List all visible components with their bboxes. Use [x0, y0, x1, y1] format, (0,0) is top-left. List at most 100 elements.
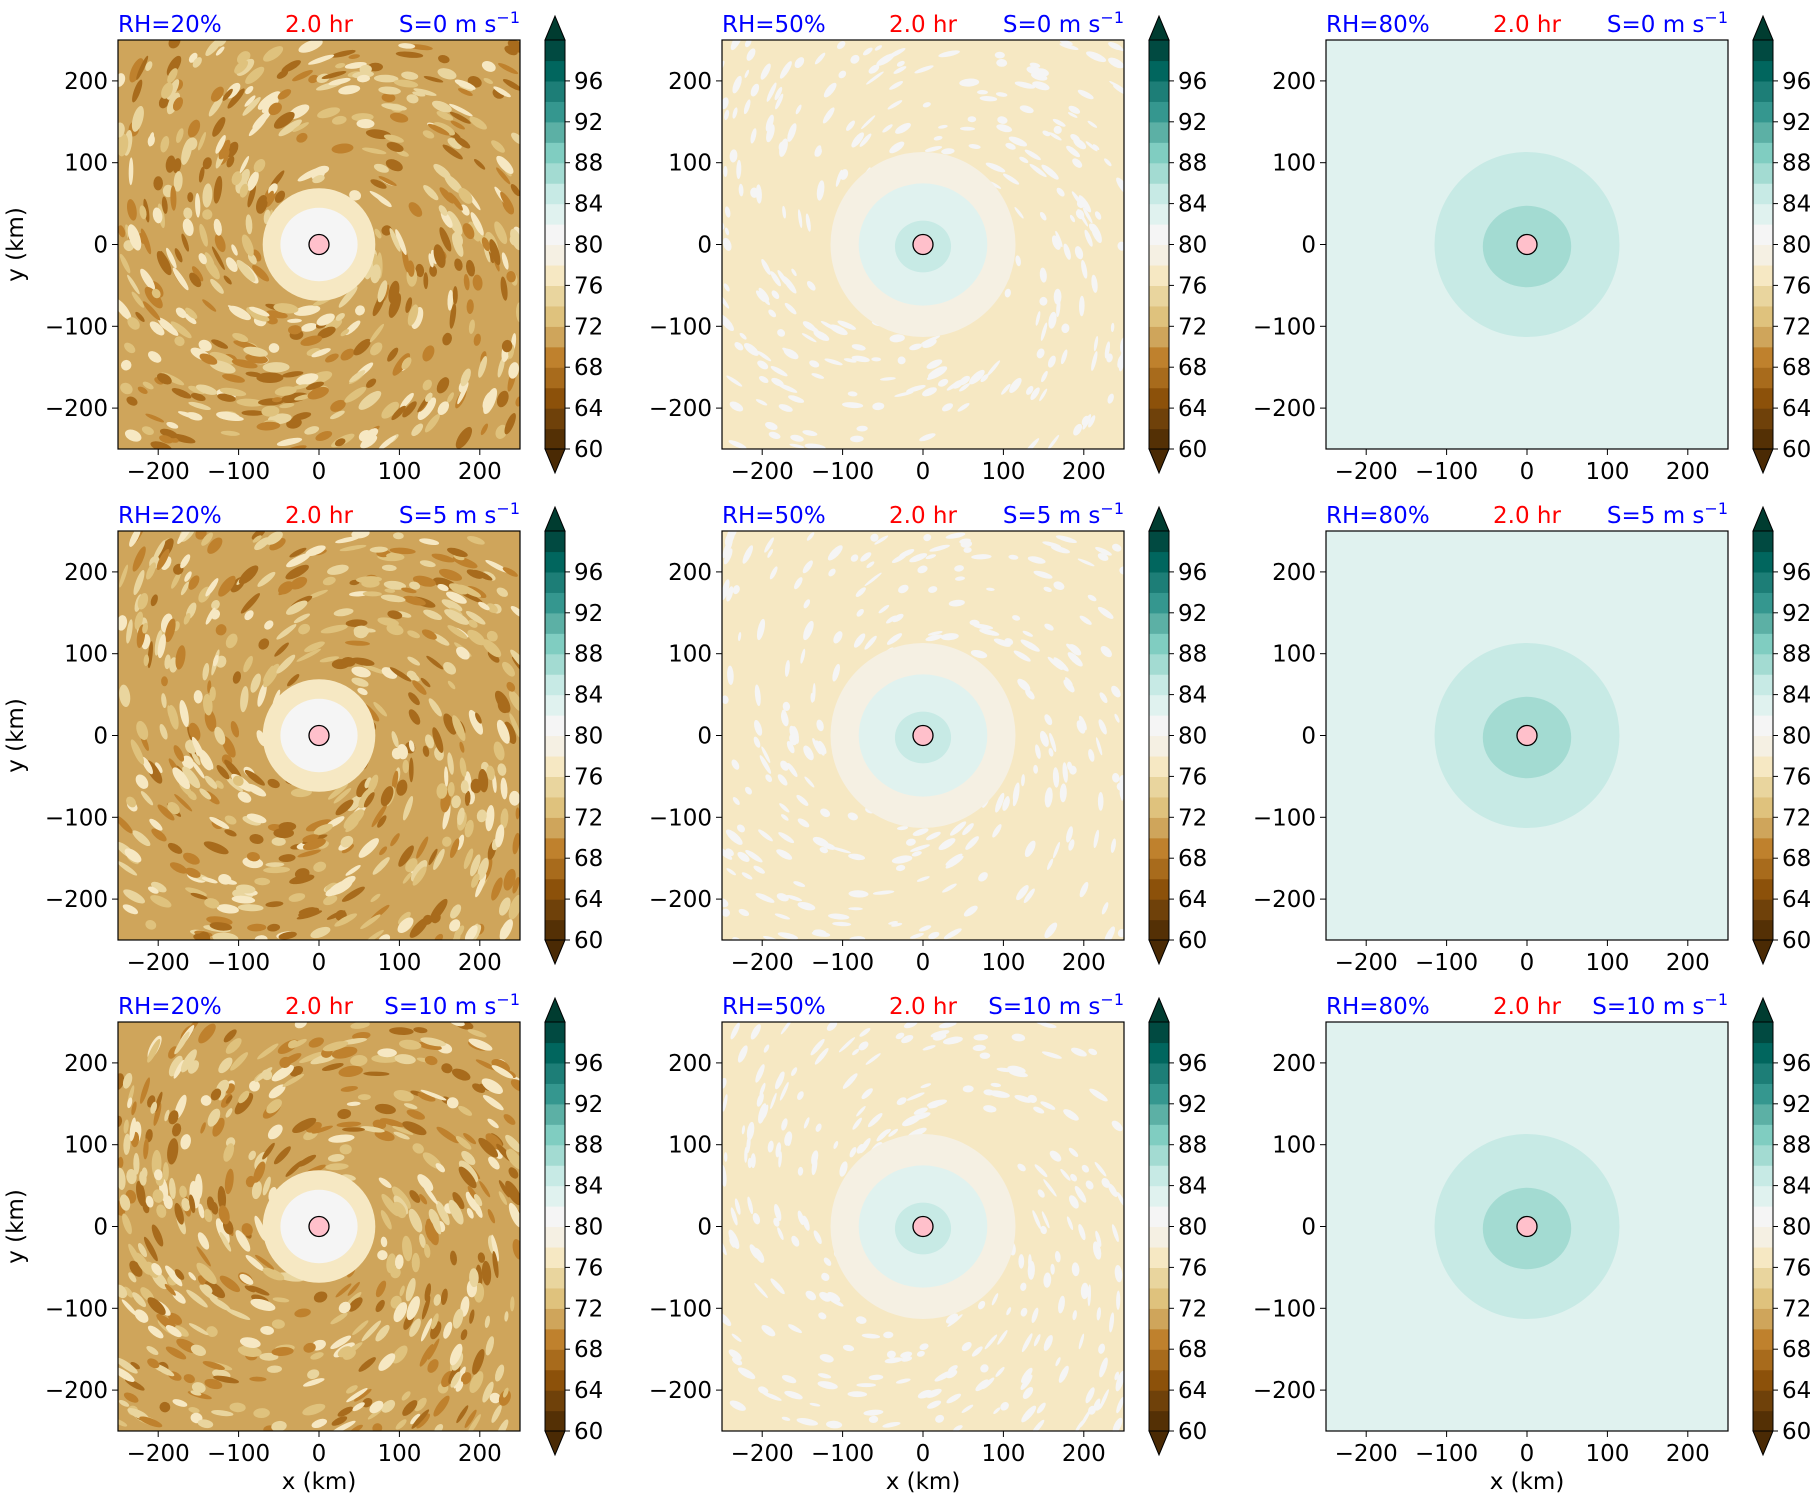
- moisture-streak: [493, 741, 505, 761]
- moisture-streak: [358, 787, 374, 809]
- moisture-streak: [159, 435, 173, 444]
- moisture-streak: [1067, 652, 1083, 667]
- moisture-streak: [848, 890, 869, 898]
- moisture-streak: [872, 890, 895, 895]
- moisture-streak: [1093, 1398, 1101, 1410]
- moisture-streak: [185, 307, 198, 319]
- moisture-streak: [142, 622, 149, 634]
- moisture-streak: [424, 1055, 438, 1066]
- moisture-streak: [174, 336, 185, 347]
- moisture-streak: [448, 192, 463, 211]
- moisture-streak: [849, 1146, 857, 1158]
- moisture-streak: [381, 401, 400, 419]
- shear-label: S=10 m s−1: [1592, 990, 1728, 1020]
- moisture-streak: [246, 813, 267, 824]
- x-tick-label: 100: [1585, 950, 1629, 976]
- moisture-streak: [775, 93, 784, 110]
- moisture-streak: [331, 1416, 348, 1426]
- moisture-streak: [447, 625, 468, 639]
- moisture-streak: [407, 260, 415, 277]
- moisture-streak: [405, 1277, 416, 1302]
- moisture-streak: [212, 1117, 225, 1137]
- moisture-streak: [234, 1092, 254, 1115]
- moisture-streak: [122, 904, 139, 915]
- moisture-streak: [338, 1301, 351, 1314]
- moisture-streak: [168, 1046, 178, 1059]
- moisture-streak: [943, 928, 962, 940]
- moisture-streak: [1085, 1387, 1095, 1404]
- moisture-streak: [409, 581, 421, 590]
- moisture-streak: [156, 251, 172, 276]
- moisture-streak: [727, 665, 734, 685]
- moisture-streak: [722, 898, 729, 908]
- y-tick-label: −200: [649, 396, 712, 422]
- moisture-streak: [929, 544, 950, 552]
- moisture-streak: [297, 167, 322, 182]
- colorbar-segment: [1149, 1308, 1169, 1330]
- moisture-streak: [262, 362, 290, 373]
- x-tick-label: 200: [1666, 459, 1710, 485]
- moisture-streak: [452, 231, 464, 247]
- storm-center-marker: [912, 724, 934, 747]
- moisture-streak: [410, 1413, 421, 1425]
- moisture-streak: [362, 591, 382, 597]
- y-tick-label: 0: [1301, 1215, 1316, 1241]
- colorbar-segment: [1149, 346, 1169, 368]
- moisture-streak: [1088, 223, 1096, 233]
- moisture-streak: [969, 369, 985, 385]
- moisture-streak: [190, 393, 206, 401]
- moisture-streak: [288, 325, 302, 335]
- moisture-streak: [978, 872, 988, 882]
- moisture-streak: [846, 120, 855, 131]
- moisture-streak: [188, 722, 201, 742]
- moisture-streak: [136, 55, 149, 80]
- moisture-streak: [886, 615, 897, 624]
- moisture-streak: [1066, 145, 1081, 158]
- moisture-streak: [508, 1202, 520, 1228]
- colorbar-segment: [1149, 1144, 1169, 1166]
- moisture-streak: [213, 175, 223, 204]
- moisture-streak: [401, 587, 417, 594]
- colorbar-segment: [1149, 244, 1169, 266]
- moisture-streak: [210, 1088, 222, 1101]
- moisture-streak: [1059, 783, 1067, 803]
- moisture-streak: [984, 1334, 998, 1350]
- moisture-streak: [923, 534, 932, 542]
- moisture-streak: [1084, 229, 1093, 247]
- moisture-streak: [223, 1143, 235, 1162]
- moisture-streak: [1041, 370, 1048, 383]
- moisture-streak: [391, 1186, 411, 1209]
- moisture-streak: [947, 1314, 963, 1327]
- moisture-streak: [866, 71, 884, 85]
- moisture-streak: [760, 63, 771, 80]
- moisture-streak: [747, 1157, 752, 1169]
- moisture-streak: [302, 1403, 326, 1416]
- moisture-streak: [185, 887, 207, 897]
- moisture-streak: [512, 877, 520, 894]
- moisture-streak: [374, 1129, 395, 1142]
- moisture-streak: [824, 358, 843, 366]
- moisture-streak: [148, 132, 155, 147]
- moisture-streak: [1014, 207, 1024, 219]
- moisture-streak: [419, 1344, 434, 1367]
- colorbar-tick-label: 76: [574, 764, 603, 790]
- moisture-streak: [942, 403, 953, 412]
- moisture-streak: [809, 360, 820, 368]
- colorbar-segment: [545, 1349, 565, 1371]
- moisture-streak: [1068, 105, 1081, 114]
- moisture-streak: [968, 144, 981, 149]
- moisture-streak: [797, 818, 810, 828]
- moisture-streak: [187, 192, 194, 203]
- moisture-streak: [510, 228, 520, 251]
- colorbar-segment: [1149, 878, 1169, 900]
- moisture-streak: [217, 393, 236, 402]
- moisture-streak: [458, 1105, 473, 1116]
- moisture-streak: [403, 1103, 418, 1110]
- moisture-streak: [882, 124, 893, 133]
- colorbar-segment: [1149, 1062, 1169, 1084]
- moisture-streak: [986, 360, 1001, 377]
- moisture-streak: [948, 1365, 958, 1373]
- colorbar-segment: [545, 1369, 565, 1391]
- moisture-streak: [995, 92, 1008, 97]
- moisture-streak: [1108, 1183, 1118, 1198]
